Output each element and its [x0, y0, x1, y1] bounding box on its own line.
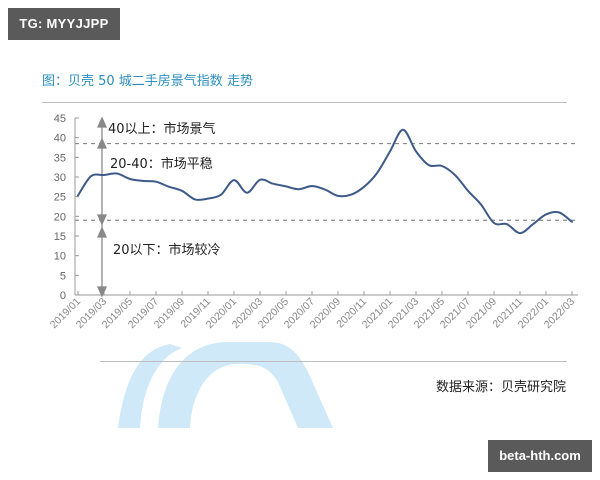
y-axis: 0 5 10 15 20 25 30 35 40 45: [54, 113, 79, 302]
watermark-logo-icon: [118, 342, 333, 428]
svg-text:20: 20: [54, 211, 66, 223]
data-source-label: 数据来源：贝壳研究院: [435, 380, 566, 395]
svg-text:15: 15: [54, 231, 66, 243]
svg-text:0: 0: [60, 290, 66, 302]
annotation-above-40: 40以上：市场景气: [108, 122, 216, 137]
line-chart: 0 5 10 15 20 25 30 35 40 45 2019/012019/032019/05…: [48, 113, 578, 331]
site-badge: beta-hth.com: [488, 440, 592, 472]
chart-title: 图：贝壳 50 城二手房景气指数 走势: [42, 74, 253, 89]
annotation-20-40: 20-40：市场平稳: [110, 157, 213, 172]
svg-text:45: 45: [54, 113, 66, 125]
annotation-below-20: 20以下：市场较冷: [113, 243, 221, 258]
x-axis: 2019/012019/032019/052019/072019/092019/…: [48, 291, 578, 331]
bottom-divider: [100, 361, 567, 362]
reference-lines: [75, 142, 578, 221]
top-divider: [42, 102, 567, 103]
tg-badge: TG: MYYJJPP: [8, 8, 120, 40]
index-series-line: [77, 128, 573, 235]
svg-text:5: 5: [60, 270, 66, 282]
svg-text:25: 25: [54, 192, 66, 204]
svg-text:10: 10: [54, 251, 66, 263]
svg-text:40: 40: [54, 133, 66, 145]
range-arrows: [96, 116, 108, 298]
svg-text:35: 35: [54, 152, 66, 164]
svg-text:30: 30: [54, 172, 66, 184]
